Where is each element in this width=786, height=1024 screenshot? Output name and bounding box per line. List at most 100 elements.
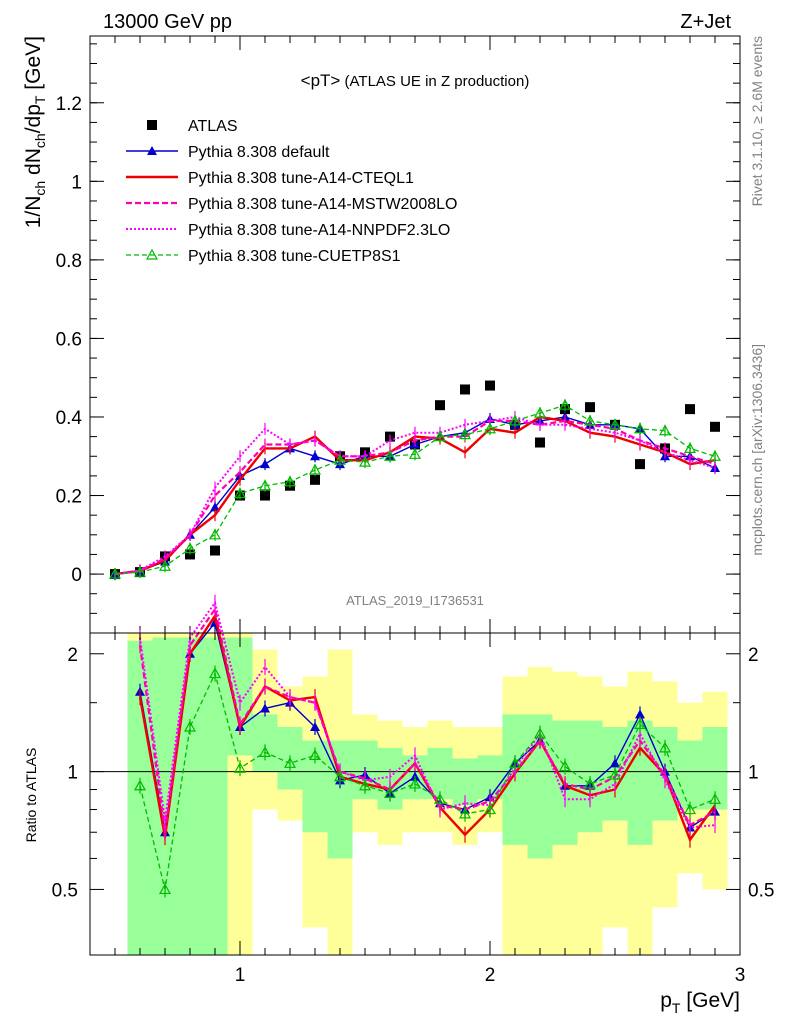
main-panel: 0 0.2 0.4 0.6 0.8 1 1.2 ATLAS Pythia 8.308 defa…	[22, 35, 741, 634]
ratio-xtick-label-0: 1	[235, 965, 246, 986]
main-ytick-label-3: 0.6	[56, 329, 82, 350]
ratio-point-4-1	[158, 883, 172, 895]
ratio-point-4-22	[683, 803, 697, 815]
main-point-5-23	[683, 442, 697, 454]
main-point-0-14	[460, 384, 470, 395]
legend: ATLAS Pythia 8.308 default Pythia 8.308 tu…	[126, 118, 457, 265]
main-point-5-17	[533, 406, 547, 418]
ratio-point-4-19	[608, 768, 622, 780]
ratio-bands	[90, 633, 740, 955]
main-point-1-8	[310, 451, 320, 461]
main-point-0-15	[485, 380, 495, 391]
ratio-point-4-0	[133, 779, 147, 791]
ratio-point-4-10	[383, 787, 397, 798]
main-ylabel: 1/Nch dNch/dpT [GeV]	[22, 36, 48, 228]
ratio-point-4-9	[358, 779, 372, 791]
ratio-point-4-21	[658, 741, 672, 753]
legend-label-0: ATLAS	[188, 118, 238, 135]
ratio-point-4-17	[558, 760, 572, 772]
main-title-main: <pT>	[301, 71, 341, 90]
main-point-5-12	[408, 448, 422, 459]
ratio-line-4	[139, 671, 716, 890]
main-point-5-5	[233, 487, 247, 499]
xlabel-unit: [GeV]	[680, 989, 740, 1012]
band-green-22	[677, 740, 703, 810]
ratio-point-4-14	[483, 803, 497, 815]
xlabel-sub: T	[672, 1000, 681, 1016]
ratio-xtick-label-2: 3	[735, 965, 746, 986]
ratio-series-3	[139, 594, 716, 836]
header-right: Z+Jet	[680, 11, 731, 33]
ratio-line-3	[139, 600, 716, 829]
band-green-5	[252, 714, 278, 772]
ratio-ytick-label-1: 1	[67, 763, 78, 784]
main-ylabel-base: 1/N	[22, 196, 45, 229]
main-point-5-11	[383, 450, 397, 461]
ratio-point-4-18	[583, 777, 597, 789]
band-green-1	[152, 637, 178, 955]
main-series-5	[108, 398, 722, 581]
main-point-5-1	[133, 565, 147, 577]
analysis-label: ATLAS_2019_I1736531	[346, 593, 484, 608]
ratio-point-4-4	[233, 762, 247, 773]
ratio-point-4-7	[308, 749, 322, 761]
main-point-5-14	[458, 428, 472, 440]
main-point-5-9	[333, 453, 347, 465]
ratio-point-4-23	[708, 792, 722, 804]
main-point-5-22	[658, 424, 672, 436]
main-point-0-6	[260, 490, 270, 501]
main-marks	[108, 380, 722, 581]
ratio-ytick-label-right-1: 1	[748, 763, 759, 784]
main-point-5-3	[183, 542, 197, 554]
ratio-point-0-20	[635, 709, 645, 719]
main-point-5-4	[208, 528, 222, 540]
ratio-point-4-3	[208, 667, 222, 679]
main-point-0-13	[435, 400, 445, 411]
ratio-point-0-19	[610, 758, 620, 768]
ratio-series-4	[133, 665, 722, 898]
main-point-5-15	[483, 422, 497, 434]
band-green-2	[177, 637, 203, 955]
legend-marker-5	[145, 248, 159, 260]
legend-marker-1	[147, 146, 157, 155]
main-point-0-17	[535, 437, 545, 448]
ratio-point-0-5	[260, 703, 270, 713]
ratio-xlabel: pT [GeV]	[660, 989, 740, 1016]
legend-marker-0	[147, 120, 157, 130]
main-point-5-13	[433, 430, 447, 442]
main-point-5-20	[608, 418, 622, 430]
xlabel-base: p	[660, 989, 672, 1012]
main-point-5-0	[108, 567, 122, 579]
main-axes: 0 0.2 0.4 0.6 0.8 1 1.2	[56, 36, 741, 633]
main-point-1-6	[260, 459, 270, 469]
ratio-ytick-label-right-2: 2	[748, 645, 759, 666]
main-point-5-19	[583, 414, 597, 426]
main-ylabel-sub2: ch	[32, 133, 48, 148]
main-title-sub: (ATLAS UE in Z production)	[340, 73, 529, 90]
ratio-panel: 0.5 0.5 1 1 2 2 1 2 3 Ratio to ATLAS pT [GeV]	[23, 594, 774, 1016]
mcplots-label: mcplots.cern.ch [arXiv:1306.3436]	[749, 344, 765, 556]
main-ytick-label-1: 0.2	[56, 487, 82, 508]
ratio-xtick-label-1: 2	[485, 965, 496, 986]
ratio-ytick-label-2: 2	[67, 645, 78, 666]
ratio-ytick-label-right-0: 0.5	[748, 880, 774, 901]
main-ytick-label-2: 0.4	[56, 408, 83, 429]
main-point-5-7	[283, 475, 297, 487]
header-left: 13000 GeV pp	[103, 11, 232, 33]
ratio-point-4-12	[433, 792, 447, 804]
main-point-1-4	[210, 502, 220, 512]
main-ylabel-mid2: /dp	[22, 104, 45, 133]
ratio-point-4-2	[183, 720, 197, 732]
ratio-ytick-label-0: 0.5	[52, 880, 78, 901]
ratio-point-4-20	[633, 718, 647, 730]
rivet-label: Rivet 3.1.10, ≥ 2.6M events	[749, 36, 765, 206]
ratio-marks	[133, 594, 722, 898]
ratio-point-0-7	[310, 722, 320, 732]
main-point-5-8	[308, 463, 322, 475]
main-point-5-6	[258, 479, 272, 491]
main-title: <pT> (ATLAS UE in Z production)	[301, 71, 530, 90]
legend-label-4: Pythia 8.308 tune-A14-NNPDF2.3LO	[188, 222, 450, 239]
main-point-0-24	[710, 421, 720, 432]
main-point-0-21	[635, 459, 645, 470]
